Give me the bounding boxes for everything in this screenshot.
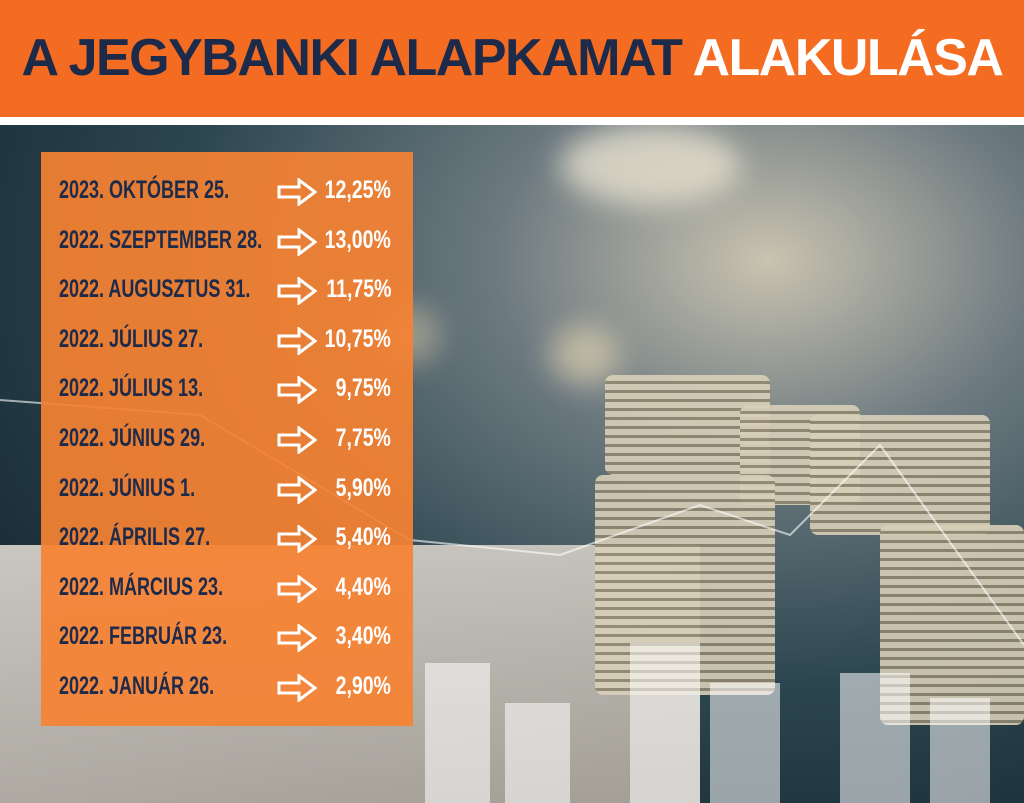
- rate-row: 2022. AUGUSZTUS 31. 11,75%: [41, 271, 413, 311]
- rate-row: 2022. MÁRCIUS 23. 4,40%: [41, 569, 413, 609]
- rate-value: 2,90%: [335, 672, 391, 700]
- rate-value: 13,00%: [324, 225, 391, 254]
- rate-date: 2022. JÚNIUS 29.: [59, 424, 206, 452]
- rate-history-panel: 2023. OKTÓBER 25. 12,25% 2022. SZEPTEMBER …: [41, 152, 413, 726]
- rate-value: 7,75%: [335, 424, 391, 452]
- rate-row: 2022. SZEPTEMBER 28. 13,00%: [41, 222, 413, 262]
- rate-row: 2022. JÚNIUS 1. 5,90%: [41, 470, 413, 510]
- rate-date: 2022. AUGUSZTUS 31.: [59, 275, 251, 304]
- page-title: A JEGYBANKI ALAPKAMAT ALAKULÁSA: [0, 28, 1024, 88]
- arrow-right-outline-icon: [277, 277, 317, 306]
- arrow-right-outline-icon: [277, 426, 317, 454]
- arrow-right-outline-icon: [277, 574, 317, 603]
- rate-date: 2022. ÁPRILIS 27.: [59, 523, 211, 552]
- arrow-right-outline-icon: [277, 674, 317, 702]
- rate-value: 3,40%: [335, 622, 391, 651]
- rate-row: 2022. ÁPRILIS 27. 5,40%: [41, 519, 413, 559]
- rate-date: 2022. JÚNIUS 1.: [59, 473, 196, 502]
- rate-date: 2022. FEBRUÁR 23.: [59, 622, 228, 651]
- title-part-dark: A JEGYBANKI ALAPKAMAT: [21, 29, 683, 87]
- rate-date: 2022. JANUÁR 26.: [59, 672, 215, 700]
- arrow-right-outline-icon: [277, 227, 317, 256]
- arrow-right-outline-icon: [277, 376, 317, 405]
- rate-value: 11,75%: [325, 275, 391, 304]
- arrow-right-outline-icon: [277, 624, 317, 653]
- rate-date: 2023. OKTÓBER 25.: [59, 176, 230, 204]
- rate-date: 2022. MÁRCIUS 23.: [59, 572, 224, 601]
- arrow-right-outline-icon: [277, 475, 317, 504]
- rate-date: 2022. JÚLIUS 13.: [59, 374, 204, 403]
- rate-row: 2023. OKTÓBER 25. 12,25%: [41, 172, 413, 212]
- rate-row: 2022. JÚLIUS 27. 10,75%: [41, 321, 413, 361]
- rate-value: 12,25%: [324, 176, 391, 204]
- rate-value: 4,40%: [335, 572, 391, 601]
- rate-row: 2022. JÚLIUS 13. 9,75%: [41, 370, 413, 410]
- arrow-right-outline-icon: [277, 178, 317, 206]
- rate-row: 2022. JANUÁR 26. 2,90%: [41, 668, 413, 708]
- title-banner: A JEGYBANKI ALAPKAMAT ALAKULÁSA: [0, 0, 1024, 117]
- rate-date: 2022. JÚLIUS 27.: [59, 324, 204, 353]
- rate-row: 2022. JÚNIUS 29. 7,75%: [41, 420, 413, 460]
- arrow-right-outline-icon: [277, 525, 317, 554]
- rate-value: 5,40%: [335, 523, 391, 552]
- rate-value: 5,90%: [335, 473, 391, 502]
- title-part-white: ALAKULÁSA: [692, 29, 1004, 87]
- rate-row: 2022. FEBRUÁR 23. 3,40%: [41, 618, 413, 658]
- rate-value: 10,75%: [324, 324, 391, 353]
- rate-date: 2022. SZEPTEMBER 28.: [59, 225, 263, 254]
- rate-value: 9,75%: [335, 374, 391, 403]
- arrow-right-outline-icon: [277, 326, 317, 355]
